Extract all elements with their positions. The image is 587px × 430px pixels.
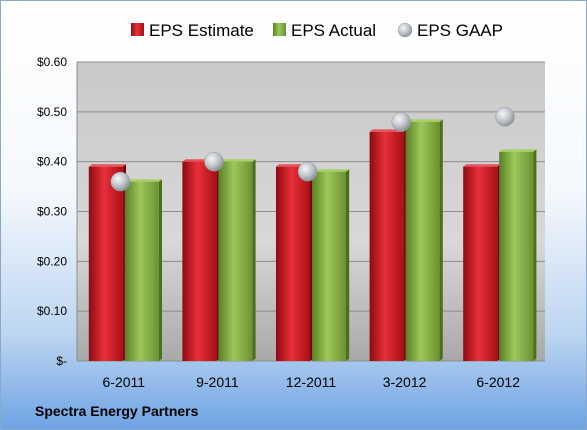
x-tick-label: 6-2011 [103, 374, 146, 390]
bar-eps-estimate-6-2011 [88, 166, 123, 361]
x-tick-label: 9-2011 [196, 374, 239, 390]
bar-top [312, 169, 350, 172]
y-tick-label: $- [56, 354, 67, 368]
x-tick-label: 6-2012 [476, 374, 520, 390]
bar-side [346, 169, 350, 361]
bar-eps-actual-12-2011 [312, 171, 346, 361]
marker-eps-gaap-6-2012 [495, 107, 515, 127]
bar-top [218, 159, 256, 162]
legend-swatch-eps-gaap [397, 22, 413, 38]
bar-top [405, 119, 443, 122]
marker-eps-gaap-9-2011 [204, 151, 224, 172]
marker-eps-gaap-12-2011 [297, 161, 318, 182]
marker-eps-gaap-6-2011 [110, 171, 131, 192]
bar-eps-actual-6-2012 [499, 151, 534, 361]
bar-top [499, 149, 537, 152]
bar-side [158, 179, 162, 361]
bar-top [463, 164, 501, 167]
y-tick-label: $0.60 [37, 55, 67, 69]
y-tick-label: $0.50 [37, 105, 67, 119]
y-tick-label: $0.20 [37, 254, 67, 268]
bar-eps-actual-3-2012 [405, 121, 440, 361]
bar-eps-estimate-6-2012 [463, 166, 498, 361]
bar-side [252, 159, 256, 361]
bar-eps-actual-6-2011 [124, 181, 159, 361]
legend-label-eps-actual: EPS Actual [291, 21, 376, 40]
y-tick-label: $0.30 [37, 205, 67, 219]
company-name: Spectra Energy Partners [35, 403, 199, 419]
bar-eps-estimate-12-2011 [276, 166, 310, 361]
marker-eps-gaap-3-2012 [391, 112, 411, 132]
legend-label-eps-gaap: EPS GAAP [417, 21, 503, 40]
bar-eps-estimate-3-2012 [369, 131, 404, 361]
bar-side [533, 149, 537, 361]
bar-eps-estimate-9-2011 [182, 161, 217, 361]
bar-side [439, 119, 443, 362]
bar-eps-actual-9-2011 [218, 161, 253, 361]
x-tick-label: 12-2011 [286, 374, 337, 390]
bar-top [124, 179, 162, 182]
legend-swatch-eps-actual [273, 23, 286, 36]
y-tick-label: $0.40 [37, 155, 67, 169]
legend-swatch-eps-estimate [131, 23, 144, 36]
y-tick-label: $0.10 [37, 304, 67, 318]
x-tick-label: 3-2012 [383, 374, 427, 390]
legend-label-eps-estimate: EPS Estimate [149, 21, 254, 40]
bar-top [88, 164, 126, 167]
